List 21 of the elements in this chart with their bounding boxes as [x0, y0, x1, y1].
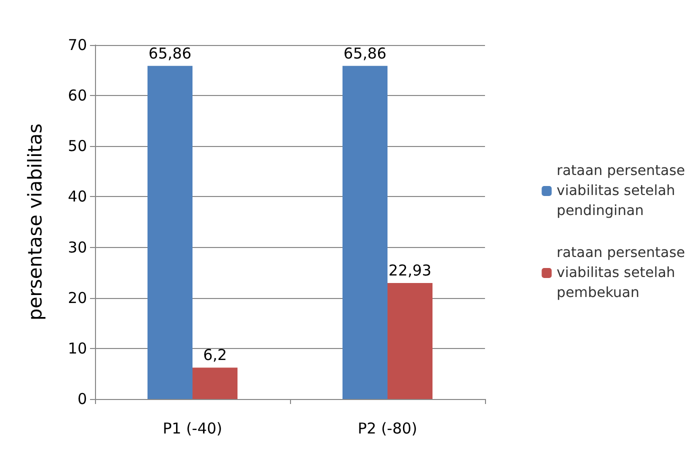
data-label: 65,86 [148, 44, 192, 62]
y-tick-label: 40 [68, 188, 87, 206]
y-axis-title: persentase viabilitas [24, 124, 46, 320]
y-tick-label: 0 [77, 390, 87, 408]
y-tick-label: 70 [68, 36, 87, 54]
x-tick-label: P2 (-80) [358, 420, 418, 438]
legend-label: rataan persentase viabilitas setelah pembekuan [556, 245, 686, 301]
x-tick-label: P1 (-40) [162, 420, 222, 438]
data-label: 6,2 [203, 346, 227, 364]
y-tick-label: 20 [68, 288, 87, 307]
bar [342, 66, 388, 399]
legend-label: rataan persentase viabilitas setelah pendinginan [556, 163, 686, 219]
y-tick-label: 10 [68, 339, 87, 358]
data-label: 22,93 [388, 262, 432, 280]
data-label: 65,86 [344, 44, 386, 62]
y-tick-label: 30 [68, 238, 87, 256]
bar [388, 283, 432, 399]
y-tick-label: 60 [68, 86, 87, 105]
bar [192, 368, 238, 399]
y-tick-label: 50 [68, 137, 87, 156]
bar [148, 66, 192, 399]
